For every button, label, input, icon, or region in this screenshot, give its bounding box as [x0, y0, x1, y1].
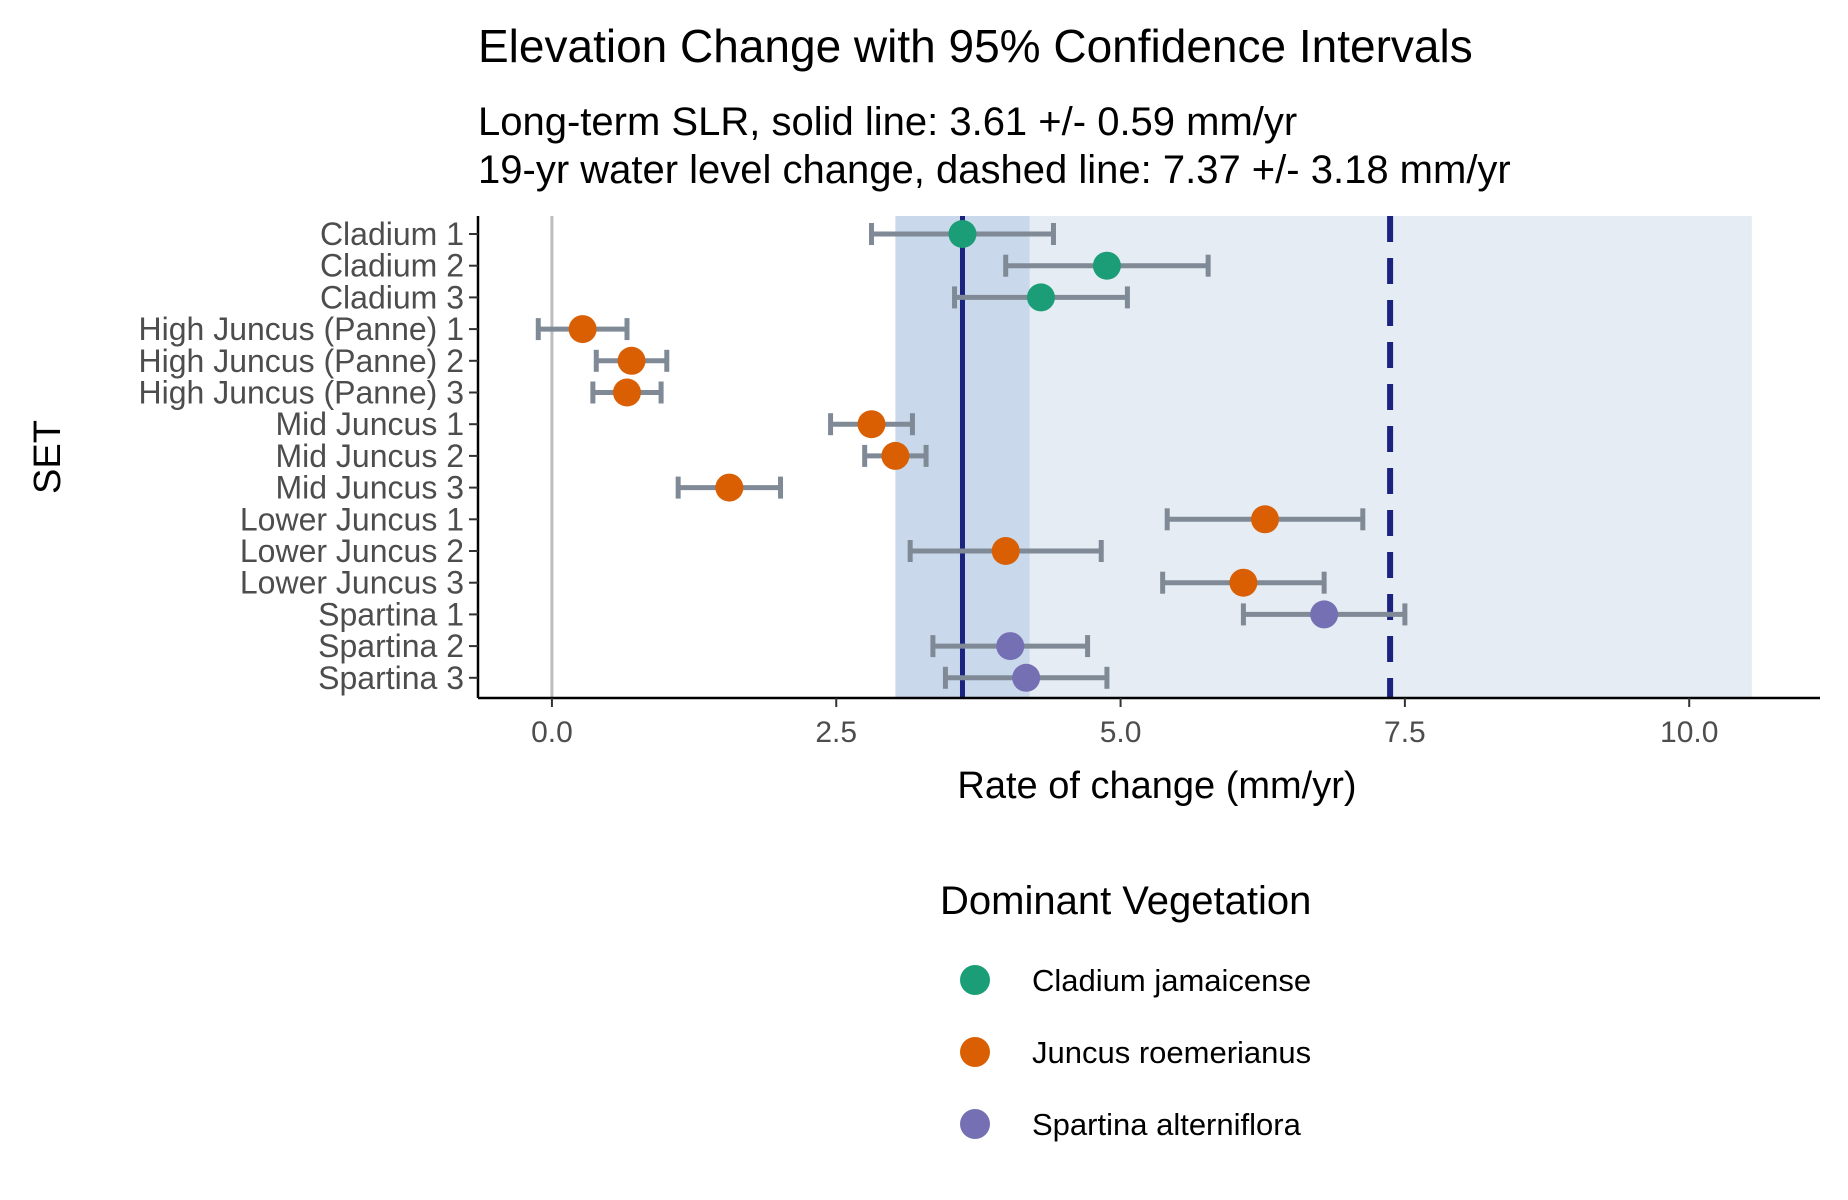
legend-label: Juncus roemerianus: [1032, 1035, 1311, 1070]
data-point: [996, 632, 1025, 661]
x-tick-label: 7.5: [1384, 716, 1426, 749]
data-point: [948, 220, 977, 248]
water-level-ci-band: [1028, 216, 1752, 698]
chart-subtitle-line-2: 19-yr water level change, dashed line: 7…: [478, 148, 1511, 192]
chart-title: Elevation Change with 95% Confidence Int…: [478, 20, 1473, 72]
y-tick-label: Spartina 2: [318, 628, 464, 664]
x-tick-label: 0.0: [531, 716, 573, 749]
legend-swatch: [960, 1037, 990, 1067]
data-points: [568, 220, 1339, 692]
y-tick-label: Lower Juncus 3: [240, 565, 464, 601]
y-tick-label: Lower Juncus 2: [240, 533, 464, 569]
y-tick-label: Mid Juncus 2: [275, 438, 464, 474]
x-tick-label: 5.0: [1100, 716, 1142, 749]
y-tick-label: Mid Juncus 3: [275, 470, 464, 506]
y-tick-label: Mid Juncus 1: [275, 406, 464, 442]
legend-swatch: [960, 965, 990, 995]
legend-swatch: [960, 1109, 990, 1139]
legend: Dominant Vegetation Cladium jamaicense Ju…: [940, 879, 1311, 1142]
x-axis-title: Rate of change (mm/yr): [957, 765, 1356, 807]
y-tick-label: Cladium 1: [320, 216, 464, 252]
y-tick-label: Lower Juncus 1: [240, 501, 464, 537]
y-tick-label: Cladium 3: [320, 279, 464, 315]
y-tick-label: High Juncus (Panne) 2: [138, 343, 464, 379]
legend-items: Cladium jamaicense Juncus roemerianus Spar…: [960, 963, 1311, 1142]
y-tick-label: High Juncus (Panne) 3: [138, 375, 464, 411]
y-tick-label: Spartina 1: [318, 596, 464, 632]
y-tick-label: Cladium 2: [320, 248, 464, 284]
data-point: [715, 473, 744, 502]
data-point: [1092, 251, 1121, 280]
data-point: [1026, 283, 1055, 312]
y-tick-label: High Juncus (Panne) 1: [138, 311, 464, 347]
y-axis-title: SET: [27, 420, 69, 494]
chart-subtitle-line-1: Long-term SLR, solid line: 3.61 +/- 0.59…: [478, 100, 1297, 144]
data-point: [1229, 568, 1258, 597]
y-tick-label: Spartina 3: [318, 660, 464, 696]
legend-title: Dominant Vegetation: [940, 879, 1311, 923]
legend-label: Spartina alterniflora: [1032, 1107, 1302, 1142]
data-point: [1012, 663, 1041, 692]
data-point: [612, 378, 641, 407]
data-point: [881, 441, 910, 470]
data-point: [617, 346, 646, 375]
legend-label: Cladium jamaicense: [1032, 963, 1311, 998]
data-point: [857, 410, 886, 439]
data-point: [568, 315, 597, 344]
x-tick-label: 2.5: [815, 716, 857, 749]
data-point: [1310, 600, 1339, 629]
data-point: [1251, 505, 1280, 534]
data-point: [991, 537, 1020, 565]
x-tick-label: 10.0: [1660, 716, 1718, 749]
x-axis-ticks: 0.0 2.5 5.0 7.5 10.0: [531, 698, 1718, 749]
